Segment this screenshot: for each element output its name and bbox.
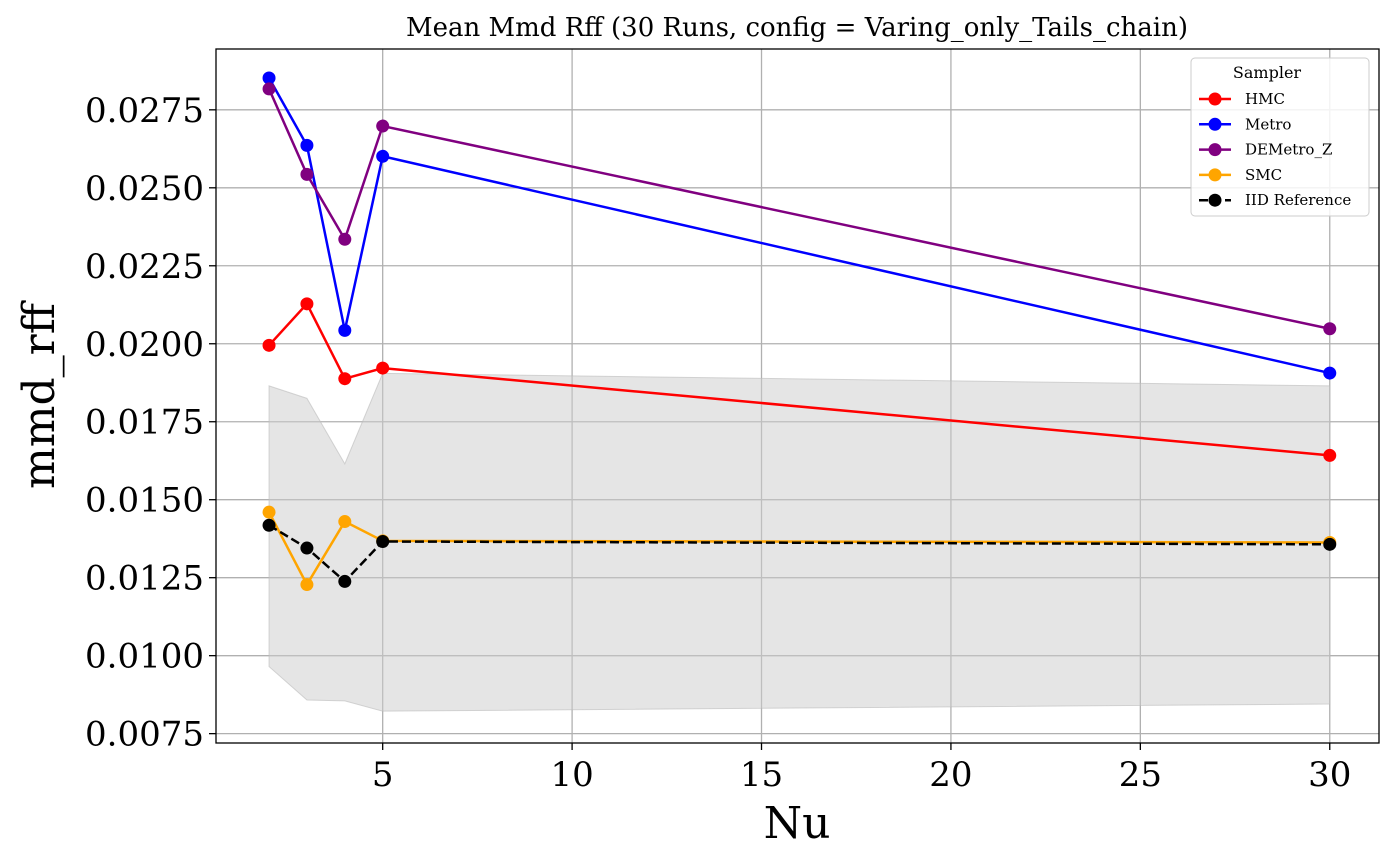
legend-item-demetro-z: DEMetro_Z [1199,141,1332,159]
legend-swatch-marker [1208,143,1222,157]
legend-label: SMC [1245,166,1282,184]
legend-item-smc: SMC [1199,166,1282,184]
data-point-hmc [262,338,276,352]
data-point-metro [338,323,352,337]
x-tick-label: 20 [929,755,972,795]
legend-title: Sampler [1233,63,1302,82]
data-point-smc [338,515,352,529]
legend: Sampler HMC Metro DEMetro_Z SMC IID Referenc… [1190,57,1370,217]
data-point-demetro-z [338,232,352,246]
plot-frame [215,48,1380,744]
y-tick-label: 0.0150 [85,481,204,521]
data-point-smc [300,578,314,592]
data-point-metro [262,71,276,85]
series-metro [262,71,1337,380]
data-point-demetro-z [262,82,276,96]
y-tick-label: 0.0225 [85,247,204,287]
data-point-iid-reference [300,541,314,555]
data-point-demetro-z [300,167,314,181]
y-tick-label: 0.0275 [85,91,204,131]
y-tick-label: 0.0125 [85,559,204,599]
series-iid-reference [262,518,1337,588]
y-axis-label: mmd_rff [14,300,65,489]
data-point-metro [1323,366,1337,380]
data-point-demetro-z [1323,322,1337,336]
data-point-hmc [1323,448,1337,462]
legend-label: HMC [1245,90,1285,108]
ticks: 5 10 15 20 25 30 0.0075 0.0100 0.0125 0.0150 0.017… [85,91,1351,795]
y-tick-label: 0.0175 [85,403,204,443]
legend-label: IID Reference [1245,191,1351,209]
legend-swatch-marker [1208,168,1222,182]
y-tick-label: 0.0100 [85,637,204,677]
x-tick-label: 10 [550,755,593,795]
legend-label: DEMetro_Z [1245,141,1332,159]
series-hmc [262,297,1337,462]
legend-frame [1190,57,1370,217]
legend-item-iid-reference: IID Reference [1199,191,1351,209]
legend-label: Metro [1245,115,1291,133]
data-point-metro [300,138,314,152]
y-tick-label: 0.0250 [85,169,204,209]
data-point-hmc [338,372,352,386]
y-tick-label: 0.0200 [85,325,204,365]
series-demetro-z [262,82,1337,336]
data-point-metro [376,149,390,163]
legend-swatch-marker [1208,92,1222,106]
x-tick-label: 30 [1308,755,1351,795]
x-tick-label: 15 [740,755,783,795]
legend-swatch-marker [1208,193,1222,207]
legend-item-metro: Metro [1199,115,1291,133]
data-point-iid-reference [376,535,390,549]
x-tick-label: 25 [1119,755,1162,795]
chart-title: Mean Mmd Rff (30 Runs, config = Varing_o… [406,13,1188,43]
series-line-demetro-z [267,88,1331,331]
y-tick-label: 0.0075 [85,715,204,755]
x-axis-label: Nu [764,798,831,849]
x-tick-label: 5 [372,755,394,795]
series-line-metro [267,77,1331,375]
data-point-iid-reference [1323,537,1337,551]
data-point-hmc [376,361,390,375]
data-point-hmc [300,297,314,311]
data-point-iid-reference [338,574,352,588]
data-point-iid-reference [262,518,276,532]
legend-swatch-marker [1208,117,1222,131]
series-layer [262,71,1337,592]
data-point-demetro-z [376,119,390,133]
data-point-smc [262,505,276,519]
legend-item-hmc: HMC [1199,90,1285,108]
